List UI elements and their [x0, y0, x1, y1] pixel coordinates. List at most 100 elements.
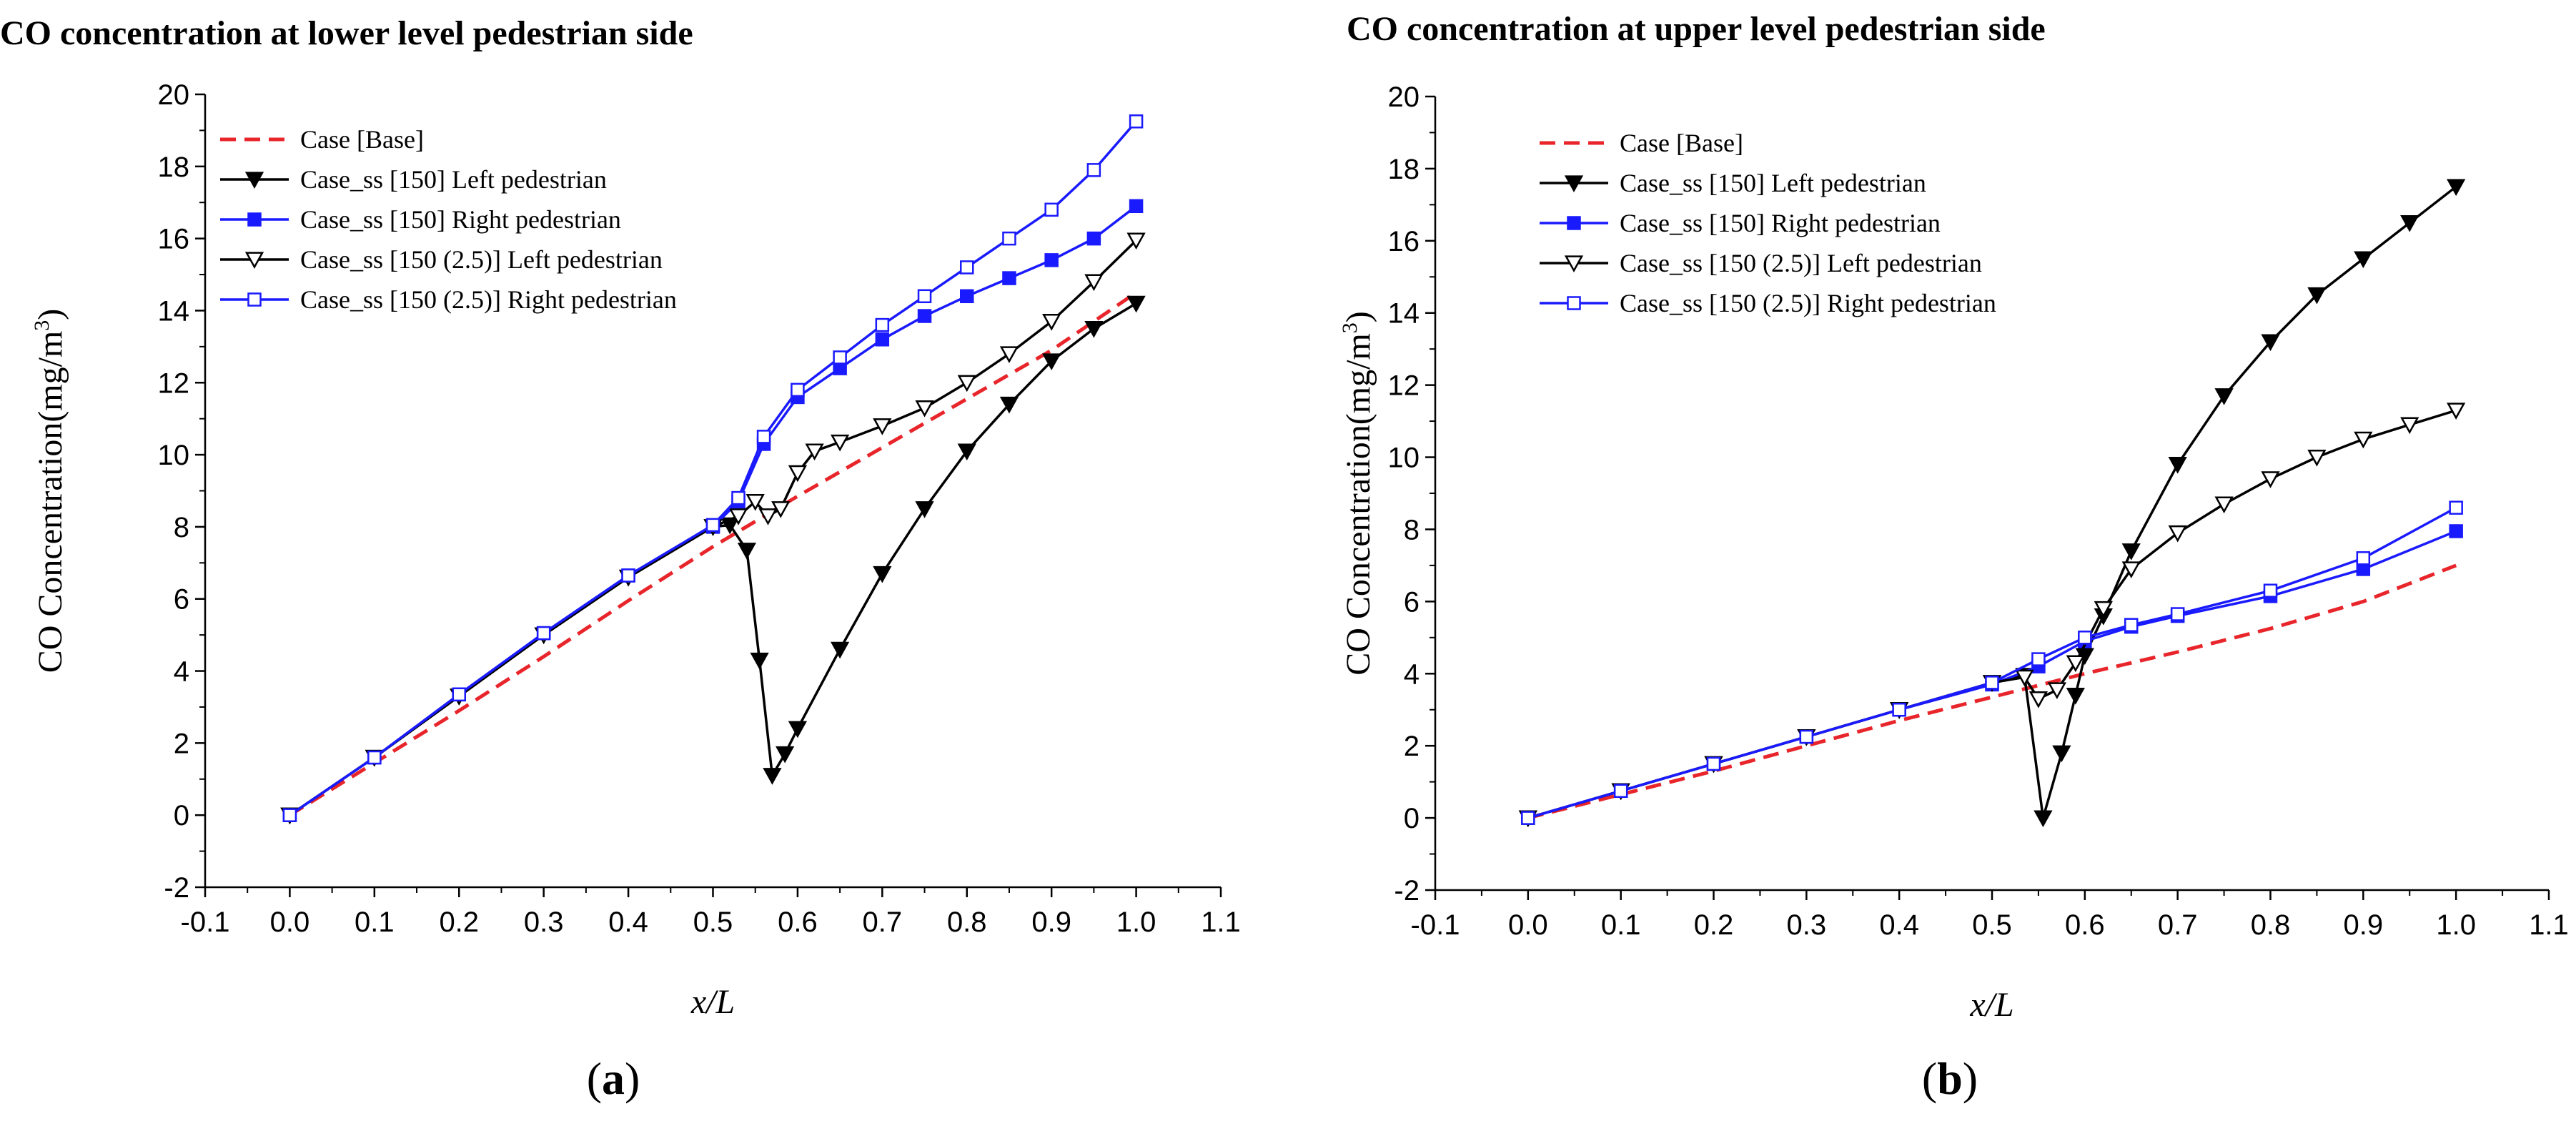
data-point	[763, 768, 782, 785]
chart-title: CO concentration at lower level pedestri…	[0, 14, 693, 52]
data-point	[2028, 691, 2049, 708]
y-tick-label: -2	[164, 872, 189, 904]
x-axis-label: x/L	[690, 983, 735, 1021]
chart-title: CO concentration at upper level pedestri…	[1347, 10, 2046, 48]
y-tick-label: 16	[1388, 226, 1420, 257]
x-tick-label: 0.2	[1694, 909, 1734, 941]
x-tick-label: 0.9	[1031, 907, 1071, 938]
series-line	[289, 291, 1138, 817]
data-point	[452, 687, 466, 702]
data-point	[705, 518, 720, 533]
data-point	[1002, 271, 1016, 285]
data-point	[2033, 810, 2053, 828]
y-axis-label-text: CO Concentration(mg/m	[31, 331, 69, 673]
y-axis-label: CO Concentration(mg/m3)	[1338, 311, 1377, 676]
x-tick-label: 0.1	[355, 907, 395, 938]
data-point	[621, 568, 635, 583]
legend-entry: Case_ss [150] Right pedestrian	[1620, 209, 1941, 237]
y-tick-label: 2	[174, 728, 189, 759]
x-tick-label: -0.1	[181, 907, 230, 938]
panel-caption: (a)	[587, 1053, 640, 1104]
legend-swatch-marker	[1564, 175, 1584, 193]
data-point	[2121, 561, 2141, 578]
y-tick-label: 12	[1388, 370, 1420, 402]
y-tick-label: 18	[158, 152, 190, 183]
legend-swatch-marker	[1564, 255, 1584, 273]
data-point	[957, 443, 976, 461]
y-tick-label: 6	[174, 584, 189, 616]
y-tick-label: 10	[158, 440, 190, 471]
data-point	[2449, 500, 2463, 515]
data-point	[1126, 295, 1146, 313]
y-tick-label: 2	[1404, 731, 1420, 762]
legend-swatch-marker	[1567, 296, 1581, 310]
y-tick-label: 0	[1404, 803, 1420, 834]
data-point	[875, 332, 890, 347]
x-tick-label: 0.4	[1879, 909, 1919, 941]
data-point	[1044, 253, 1059, 267]
data-point	[1084, 321, 1104, 338]
x-axis-label: x/L	[1969, 986, 2013, 1024]
caption-close: )	[1963, 1053, 1978, 1104]
data-point	[1086, 231, 1101, 246]
data-point	[1613, 784, 1628, 798]
series-line	[1527, 185, 2457, 819]
data-point	[2168, 525, 2187, 543]
data-point	[2263, 583, 2278, 598]
y-axis-label: CO Concentration(mg/m3)	[30, 309, 69, 673]
y-axis-label-end: )	[1339, 311, 1377, 322]
legend-entry: Case_ss [150 (2.5)] Left pedestrian	[1620, 249, 1982, 277]
y-tick-label: 20	[1388, 82, 1420, 113]
data-point	[1521, 811, 1535, 825]
series-line	[1527, 506, 2457, 819]
data-point	[1985, 676, 1999, 690]
data-point	[999, 346, 1019, 363]
data-point	[1002, 231, 1016, 246]
data-point	[1129, 114, 1144, 129]
x-tick-label: 0.5	[1972, 909, 2012, 941]
data-point	[2047, 682, 2067, 700]
x-tick-label: 0.9	[2344, 909, 2384, 941]
x-tick-label: 0.6	[778, 907, 818, 938]
y-axis-label-text: CO Concentration(mg/m	[1339, 333, 1377, 676]
data-point	[960, 260, 974, 275]
x-tick-label: 0.0	[1508, 909, 1548, 941]
data-point	[728, 508, 748, 525]
data-point	[1086, 163, 1101, 177]
x-tick-label: 0.2	[439, 907, 479, 938]
data-point	[1042, 313, 1061, 331]
data-point	[2066, 655, 2085, 673]
data-point	[875, 317, 890, 332]
data-point	[999, 396, 1019, 414]
y-tick-label: 10	[1388, 443, 1420, 474]
data-point	[1044, 202, 1059, 217]
y-tick-label: 4	[174, 656, 189, 688]
data-point	[2400, 214, 2419, 232]
y-axis-label-superscript: 3	[1338, 322, 1362, 333]
data-point	[917, 309, 932, 323]
data-point	[2307, 287, 2327, 305]
series-1	[1527, 563, 2457, 820]
legend: Case [Base] Case_ss [150] Left pedestrian…	[220, 125, 677, 314]
data-point	[2261, 471, 2280, 488]
x-tick-label: 1.1	[1201, 907, 1241, 938]
y-tick-label: 0	[174, 800, 189, 831]
legend-swatch-marker	[247, 292, 262, 307]
y-tick-label: 8	[174, 512, 189, 543]
data-point	[367, 750, 382, 765]
data-point	[750, 652, 769, 670]
caption-letter: a	[602, 1053, 625, 1104]
caption-letter: b	[1937, 1053, 1963, 1104]
chart-panel-b: CO concentration at upper level pedestri…	[1338, 10, 2569, 1104]
x-tick-label: 0.5	[693, 907, 733, 938]
y-tick-label: 18	[1388, 154, 1420, 185]
x-tick-label: 0.6	[2065, 909, 2105, 941]
data-point	[2078, 631, 2092, 645]
data-point	[2447, 403, 2466, 420]
data-point	[1799, 729, 1814, 744]
data-point	[1892, 702, 1906, 717]
data-point	[771, 501, 791, 518]
y-tick-label: 12	[158, 367, 190, 399]
legend-entry: Case_ss [150] Left pedestrian	[300, 165, 607, 194]
data-point	[2052, 745, 2071, 763]
